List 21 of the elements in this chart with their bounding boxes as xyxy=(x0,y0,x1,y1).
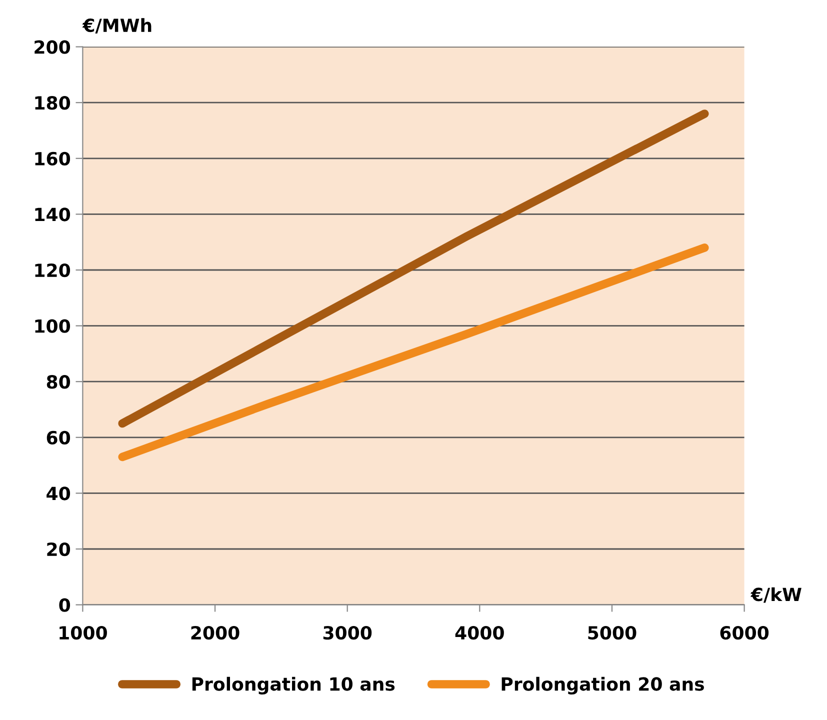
y-tick-label: 100 xyxy=(35,319,70,333)
y-tick-label: 0 xyxy=(59,598,70,612)
x-tick-label: 3000 xyxy=(323,626,372,640)
x-tick-label: 6000 xyxy=(720,626,769,640)
x-tick-label: 1000 xyxy=(60,626,107,640)
x-axis-title: €/kW xyxy=(750,587,802,603)
y-tick-label: 120 xyxy=(35,263,70,278)
y-tick-label: 200 xyxy=(34,40,70,54)
y-tick-label: 20 xyxy=(47,542,70,556)
y-tick-label: 140 xyxy=(35,208,70,222)
x-tick-label: 2000 xyxy=(191,626,240,640)
y-tick-label: 160 xyxy=(35,152,70,166)
y-axis-title: €/MWh xyxy=(82,18,152,34)
legend-label: Prolongation 20 ans xyxy=(502,676,704,694)
x-tick-label: 5000 xyxy=(588,626,636,640)
y-tick-label: 80 xyxy=(46,375,70,389)
y-tick-label: 180 xyxy=(35,96,70,110)
y-tick-label: 60 xyxy=(46,430,70,445)
x-tick-label: 4000 xyxy=(455,626,504,640)
legend-label: Prolongation 10 ans xyxy=(192,676,395,694)
y-tick-label: 40 xyxy=(46,486,70,500)
